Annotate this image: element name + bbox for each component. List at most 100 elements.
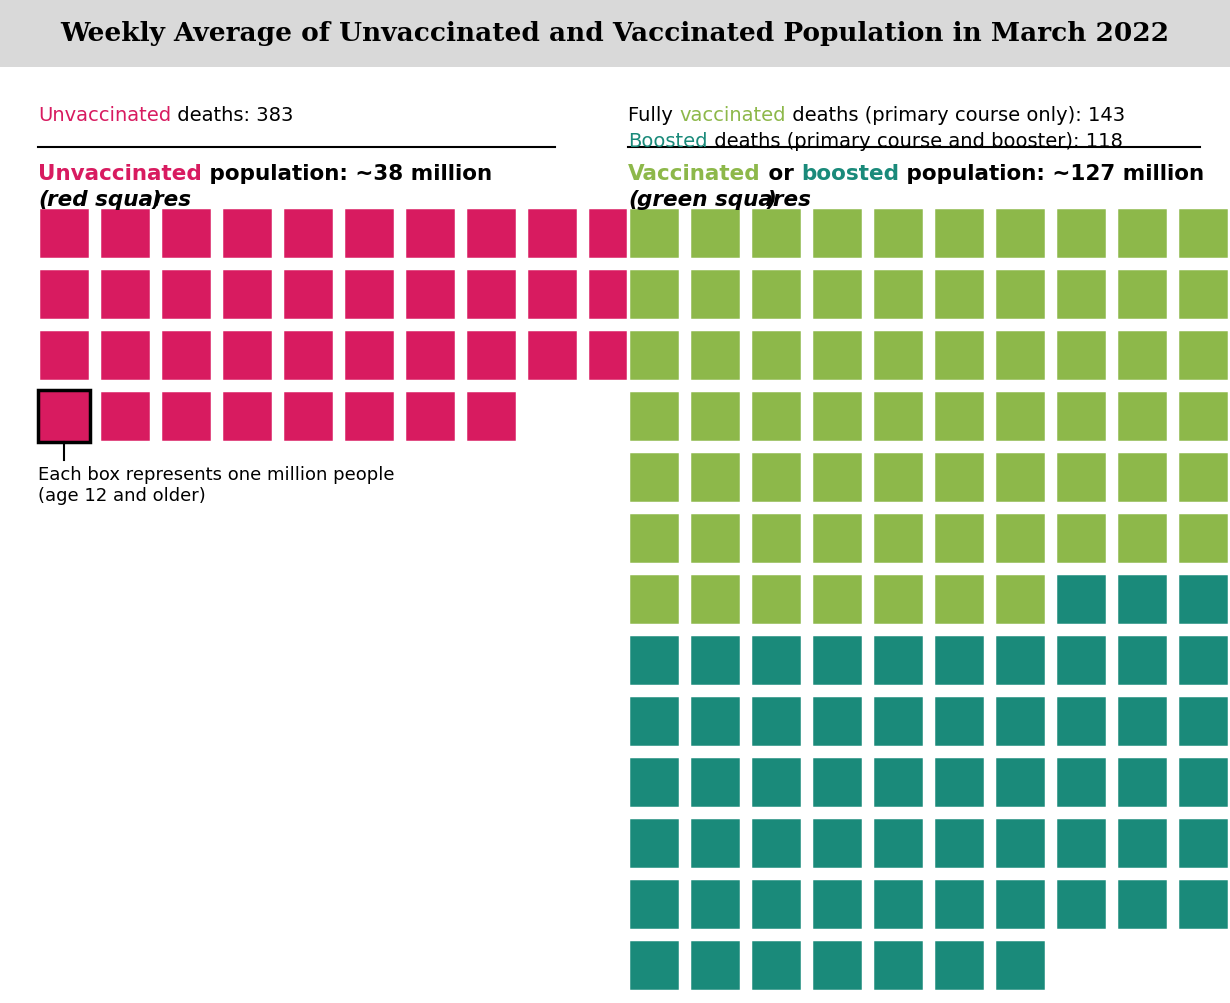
Bar — [811, 208, 863, 260]
Bar — [160, 208, 212, 260]
Bar — [994, 817, 1046, 870]
Bar — [750, 208, 802, 260]
Bar — [872, 513, 924, 565]
Bar — [994, 513, 1046, 565]
Bar — [872, 817, 924, 870]
Bar — [750, 451, 802, 504]
Bar — [629, 513, 680, 565]
Bar — [98, 269, 151, 321]
Text: ): ) — [768, 190, 777, 210]
Text: red squares: red squares — [47, 190, 191, 210]
Bar — [1116, 634, 1168, 686]
Text: vaccinated: vaccinated — [679, 106, 786, 125]
Text: Boosted: Boosted — [629, 131, 707, 150]
Bar — [934, 756, 985, 808]
Bar — [994, 756, 1046, 808]
Bar — [872, 756, 924, 808]
Bar — [872, 330, 924, 381]
Bar — [934, 695, 985, 747]
Bar — [750, 939, 802, 991]
Bar — [1116, 878, 1168, 930]
Bar — [282, 269, 335, 321]
Bar — [750, 695, 802, 747]
Bar — [934, 939, 985, 991]
Bar — [934, 878, 985, 930]
Bar — [689, 634, 740, 686]
Bar — [1055, 756, 1107, 808]
Bar — [811, 939, 863, 991]
Bar — [811, 269, 863, 321]
Bar — [1055, 878, 1107, 930]
Bar — [872, 269, 924, 321]
Bar — [689, 269, 740, 321]
Bar — [160, 269, 212, 321]
Bar — [38, 390, 90, 442]
Text: deaths (primary course only): 143: deaths (primary course only): 143 — [786, 106, 1124, 125]
Bar — [934, 574, 985, 626]
Bar — [689, 330, 740, 381]
Bar — [872, 390, 924, 442]
Bar — [689, 695, 740, 747]
Bar — [994, 695, 1046, 747]
Bar — [629, 574, 680, 626]
Bar — [750, 513, 802, 565]
Bar — [629, 269, 680, 321]
Bar — [629, 634, 680, 686]
Bar — [1116, 330, 1168, 381]
Bar — [465, 330, 517, 381]
Bar — [872, 574, 924, 626]
Bar — [1055, 634, 1107, 686]
Bar — [1116, 269, 1168, 321]
Bar — [343, 330, 395, 381]
Bar — [98, 330, 151, 381]
Bar — [587, 208, 640, 260]
Bar — [221, 330, 273, 381]
Bar — [811, 390, 863, 442]
Bar — [526, 330, 578, 381]
Bar — [1116, 451, 1168, 504]
Bar — [689, 513, 740, 565]
Bar — [1177, 390, 1229, 442]
Bar — [994, 269, 1046, 321]
Bar — [38, 269, 90, 321]
Bar — [1177, 756, 1229, 808]
Bar — [934, 269, 985, 321]
Bar — [1177, 208, 1229, 260]
Bar — [1177, 634, 1229, 686]
Bar — [994, 634, 1046, 686]
Bar — [221, 269, 273, 321]
Bar — [934, 817, 985, 870]
Text: Vaccinated: Vaccinated — [629, 163, 760, 184]
Bar — [689, 878, 740, 930]
Bar — [689, 390, 740, 442]
Bar — [750, 330, 802, 381]
Bar — [934, 208, 985, 260]
Bar — [994, 330, 1046, 381]
Bar — [1055, 330, 1107, 381]
Bar — [1116, 817, 1168, 870]
Bar — [811, 695, 863, 747]
Bar — [403, 269, 456, 321]
Bar — [282, 330, 335, 381]
Bar — [526, 269, 578, 321]
Text: (: ( — [629, 190, 638, 210]
Bar — [629, 390, 680, 442]
Bar — [1177, 695, 1229, 747]
Bar — [38, 390, 90, 442]
Bar — [403, 330, 456, 381]
Bar — [465, 208, 517, 260]
Bar — [1055, 817, 1107, 870]
Text: or: or — [760, 163, 801, 184]
Bar — [994, 451, 1046, 504]
Bar — [1177, 878, 1229, 930]
Bar — [811, 451, 863, 504]
Bar — [811, 817, 863, 870]
Bar — [811, 330, 863, 381]
Bar — [689, 451, 740, 504]
Bar — [1055, 513, 1107, 565]
Bar — [629, 208, 680, 260]
Bar — [811, 878, 863, 930]
Text: population: ~127 million: population: ~127 million — [899, 163, 1204, 184]
Bar — [629, 817, 680, 870]
Bar — [750, 390, 802, 442]
